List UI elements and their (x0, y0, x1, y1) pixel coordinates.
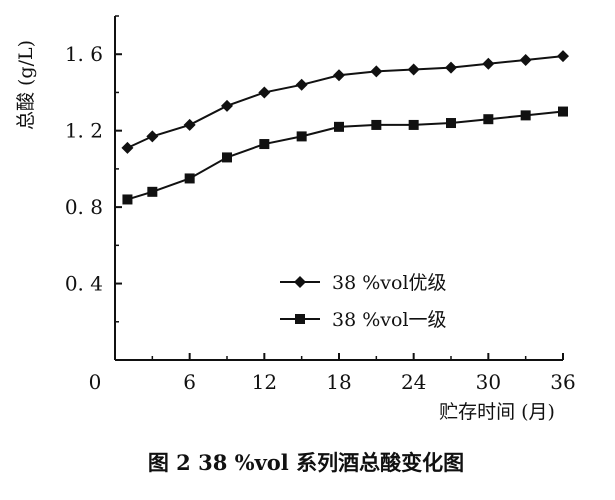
data-point-square (122, 194, 133, 205)
data-point-square (296, 131, 307, 142)
legend-label-2: 38 %vol一级 (332, 309, 447, 331)
data-point-diamond (221, 99, 233, 112)
x-tick-label: 24 (401, 370, 426, 394)
x-tick-label: 36 (550, 370, 575, 394)
data-point-diamond (482, 57, 495, 70)
data-point-square (334, 121, 344, 132)
legend: 38 %vol优级 38 %vol一级 (280, 272, 447, 331)
data-point-diamond (557, 50, 569, 63)
diamond-icon (294, 276, 306, 288)
data-point-square (184, 173, 195, 184)
data-point-square (558, 106, 568, 117)
x-tick-label: 6 (183, 370, 196, 394)
data-point-square (147, 186, 158, 197)
x-tick-label: 18 (326, 370, 351, 394)
data-point-diamond (445, 61, 457, 74)
x-tick-label: 12 (252, 370, 277, 394)
data-point-diamond (519, 53, 532, 66)
data-point-diamond (407, 63, 420, 76)
y-tick-label: 0. 4 (65, 272, 103, 296)
x-tick-label: 0 (89, 370, 102, 394)
plot-area: 0 6 12 18 24 30 36 0. 4 0. 8 1. 2 1. 6 (65, 15, 576, 394)
data-point-diamond (370, 65, 383, 78)
data-point-square (408, 119, 419, 130)
data-point-diamond (146, 130, 159, 143)
data-point-square (222, 152, 232, 163)
data-point-square (371, 119, 382, 130)
data-point-square (520, 110, 531, 121)
data-point-diamond (121, 141, 134, 154)
y-tick-label: 1. 6 (65, 42, 103, 66)
data-point-diamond (295, 78, 308, 91)
data-point-square (259, 139, 270, 150)
data-point-square (483, 114, 494, 125)
data-point-diamond (258, 86, 271, 99)
data-point-square (446, 118, 456, 129)
data-point-diamond (183, 118, 196, 131)
data-point-diamond (333, 69, 345, 82)
series-line-1 (127, 55, 564, 149)
legend-label-1: 38 %vol优级 (332, 272, 447, 294)
y-tick-label: 1. 2 (65, 119, 103, 143)
x-axis-title: 贮存时间 (月) (439, 401, 555, 423)
y-axis-title: 总酸 (g/L) (15, 40, 37, 130)
figure-caption: 图 2 38 %vol 系列酒总酸变化图 (148, 450, 464, 475)
square-icon (295, 314, 305, 324)
y-tick-label: 0. 8 (65, 195, 103, 219)
x-tick-label: 30 (476, 370, 501, 394)
